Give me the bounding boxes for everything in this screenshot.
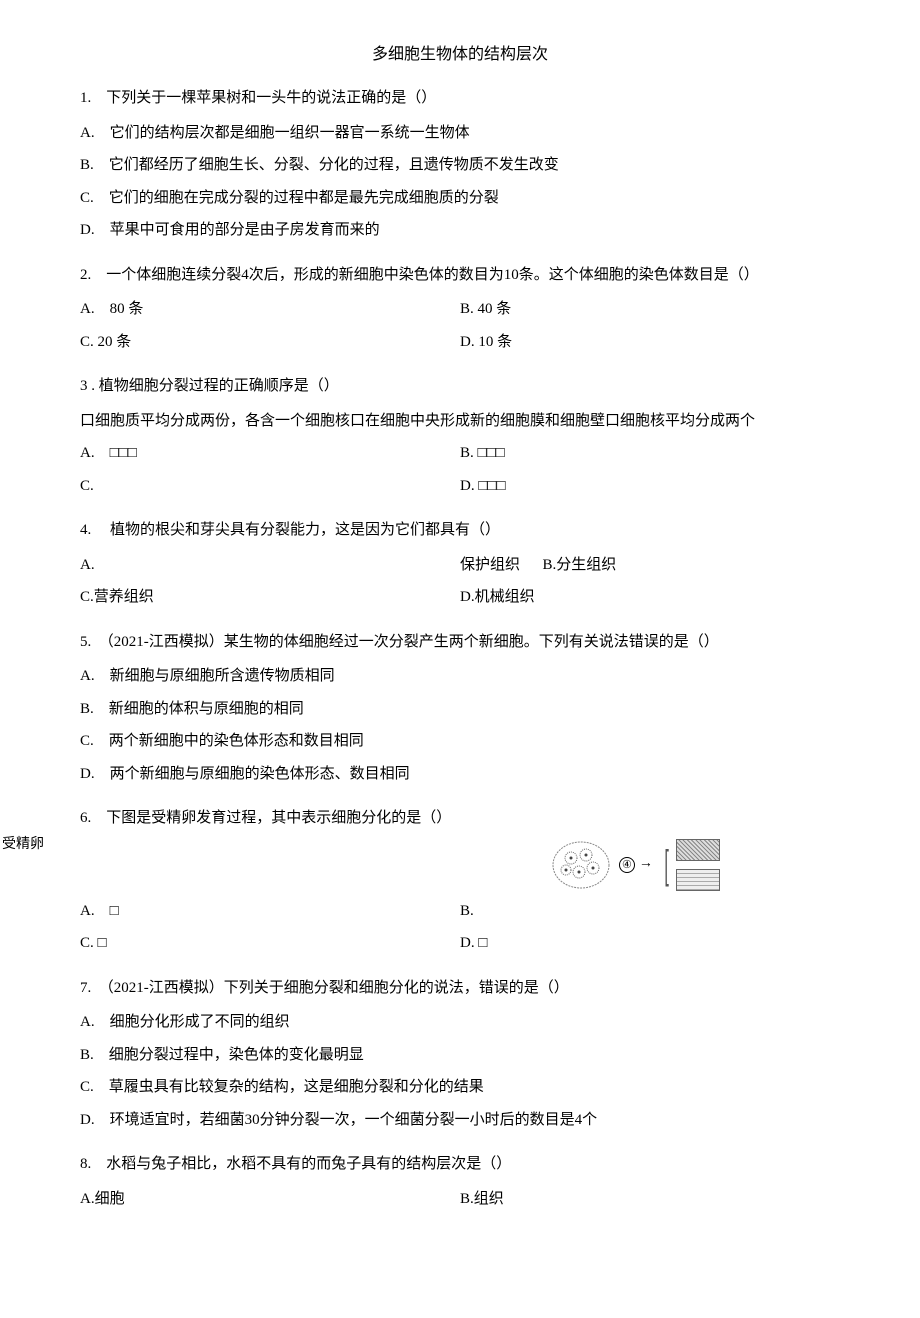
q6-side-label: 受精卵	[2, 832, 44, 859]
q3-option-a: A. □□□	[80, 439, 460, 468]
q6-option-d: D. □	[460, 929, 840, 958]
q1-option-b: B. 它们都经历了细胞生长、分裂、分化的过程，且遗传物质不发生改变	[80, 151, 840, 180]
q1-option-a: A. 它们的结构层次都是细胞一组织一器官一系统一生物体	[80, 119, 840, 148]
q5-option-c: C. 两个新细胞中的染色体形态和数目相同	[80, 727, 840, 756]
q8-option-a: A.细胞	[80, 1185, 460, 1214]
q3-text: 3 . 植物细胞分裂过程的正确顺序是（）	[80, 372, 840, 401]
q7-option-a: A. 细胞分化形成了不同的组织	[80, 1008, 840, 1037]
q4-option-b: B.分生组织	[543, 557, 617, 573]
q3-option-c: C.	[80, 472, 460, 501]
q5-option-b: B. 新细胞的体积与原细胞的相同	[80, 695, 840, 724]
arrow-icon: →	[639, 851, 653, 878]
page-title: 多细胞生物体的结构层次	[80, 40, 840, 64]
question-1: 1. 下列关于一棵苹果树和一头牛的说法正确的是（） A. 它们的结构层次都是细胞…	[80, 84, 840, 245]
question-2: 2. 一个体细胞连续分裂4次后，形成的新细胞中染色体的数目为10条。这个体细胞的…	[80, 261, 840, 357]
q7-option-d: D. 环境适宜时，若细菌30分钟分裂一次，一个细菌分裂一小时后的数目是4个	[80, 1106, 840, 1135]
q5-option-a: A. 新细胞与原细胞所含遗传物质相同	[80, 662, 840, 691]
tissue-icons	[676, 839, 720, 891]
tissue-1-icon	[676, 839, 720, 861]
q1-option-d: D. 苹果中可食用的部分是由子房发育而来的	[80, 216, 840, 245]
q6-diagram: ④ → [	[80, 839, 840, 891]
q4-option-ab: 保护组织 B.分生组织	[460, 551, 840, 580]
q2-text: 2. 一个体细胞连续分裂4次后，形成的新细胞中染色体的数目为10条。这个体细胞的…	[80, 261, 840, 290]
q4-option-d: D.机械组织	[460, 583, 840, 612]
circled-number-4: ④	[619, 857, 635, 873]
q8-text: 8. 水稻与兔子相比，水稻不具有的而兔子具有的结构层次是（）	[80, 1150, 840, 1179]
q3-stem: 口细胞质平均分成两份，各含一个细胞核口在细胞中央形成新的细胞膜和细胞壁口细胞核平…	[80, 407, 840, 436]
q6-text: 6. 下图是受精卵发育过程，其中表示细胞分化的是（）	[80, 804, 840, 833]
q7-option-b: B. 细胞分裂过程中，染色体的变化最明显	[80, 1041, 840, 1070]
q7-option-c: C. 草履虫具有比较复杂的结构，这是细胞分裂和分化的结果	[80, 1073, 840, 1102]
q6-option-a: A. □	[80, 897, 460, 926]
question-5: 5. （2021-江西模拟）某生物的体细胞经过一次分裂产生两个新细胞。下列有关说…	[80, 628, 840, 789]
q4-a-label: 保护组织	[460, 557, 520, 573]
cell-cluster-icon	[551, 840, 611, 890]
q3-option-b: B. □□□	[460, 439, 840, 468]
q5-option-d: D. 两个新细胞与原细胞的染色体形态、数目相同	[80, 760, 840, 789]
question-4: 4. 植物的根尖和芽尖具有分裂能力，这是因为它们都具有（） A. 保护组织 B.…	[80, 516, 840, 612]
q2-option-d: D. 10 条	[460, 328, 840, 357]
bracket-icon: [	[664, 840, 668, 890]
question-8: 8. 水稻与兔子相比，水稻不具有的而兔子具有的结构层次是（） A.细胞 B.组织	[80, 1150, 840, 1213]
tissue-2-icon	[676, 869, 720, 891]
question-6: 6. 下图是受精卵发育过程，其中表示细胞分化的是（） 受精卵 ④ → [	[80, 804, 840, 958]
q6-option-b: B.	[460, 897, 840, 926]
q1-option-c: C. 它们的细胞在完成分裂的过程中都是最先完成细胞质的分裂	[80, 184, 840, 213]
q4-option-a: A.	[80, 551, 460, 580]
q5-text: 5. （2021-江西模拟）某生物的体细胞经过一次分裂产生两个新细胞。下列有关说…	[80, 628, 840, 657]
q4-option-c: C.营养组织	[80, 583, 460, 612]
q2-option-b: B. 40 条	[460, 295, 840, 324]
q8-option-b: B.组织	[460, 1185, 840, 1214]
question-7: 7. （2021-江西模拟）下列关于细胞分裂和细胞分化的说法，错误的是（） A.…	[80, 974, 840, 1135]
q3-option-d: D. □□□	[460, 472, 840, 501]
q2-option-c: C. 20 条	[80, 328, 460, 357]
q7-text: 7. （2021-江西模拟）下列关于细胞分裂和细胞分化的说法，错误的是（）	[80, 974, 840, 1003]
q1-text: 1. 下列关于一棵苹果树和一头牛的说法正确的是（）	[80, 84, 840, 113]
q6-option-c: C. □	[80, 929, 460, 958]
q2-option-a: A. 80 条	[80, 295, 460, 324]
arrow-4-label: ④ →	[619, 851, 653, 878]
question-3: 3 . 植物细胞分裂过程的正确顺序是（） 口细胞质平均分成两份，各含一个细胞核口…	[80, 372, 840, 500]
q4-text: 4. 植物的根尖和芽尖具有分裂能力，这是因为它们都具有（）	[80, 516, 840, 545]
